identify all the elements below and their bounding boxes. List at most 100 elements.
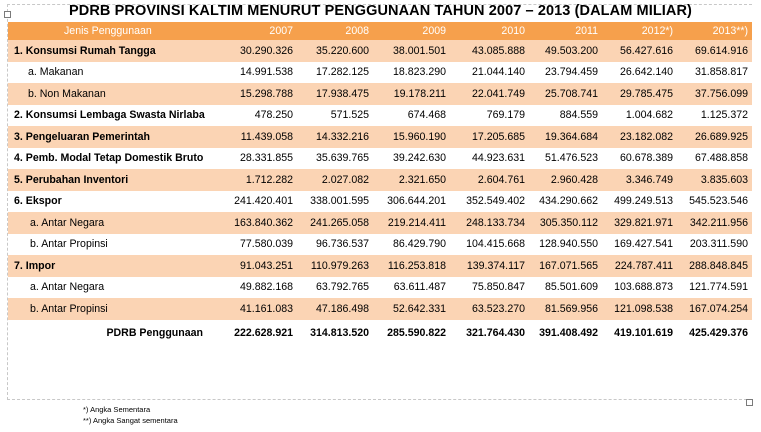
- table-cell: 163.840.362: [219, 212, 297, 234]
- table-cell: 545.523.546: [677, 190, 752, 212]
- table-cell: 51.476.523: [529, 147, 602, 169]
- row-label: a. Antar Negara: [8, 276, 219, 298]
- resize-handle[interactable]: [4, 11, 11, 18]
- table-cell: 21.044.140: [450, 61, 529, 83]
- table-row: b. Non Makanan 15.298.788 17.938.475 19.178…: [8, 83, 752, 105]
- row-label: 7. Impor: [8, 255, 219, 277]
- table-cell: 17.205.685: [450, 126, 529, 148]
- table-cell: 29.785.475: [602, 83, 677, 105]
- table-row: 3. Pengeluaran Pemerintah 11.439.058 14.33…: [8, 126, 752, 148]
- table-cell: 38.001.501: [373, 40, 450, 62]
- table-cell: 2.604.761: [450, 169, 529, 191]
- column-header: 2012*): [602, 22, 677, 40]
- table-cell: 49.882.168: [219, 276, 297, 298]
- table-cell: 2.960.428: [529, 169, 602, 191]
- table-cell: 44.923.631: [450, 147, 529, 169]
- footnote: **) Angka Sangat sementara: [83, 416, 178, 425]
- table-cell: 91.043.251: [219, 255, 297, 277]
- table-cell: 2.321.650: [373, 169, 450, 191]
- table-cell: 169.427.541: [602, 233, 677, 255]
- row-label: b. Non Makanan: [8, 83, 219, 105]
- table-cell: 104.415.668: [450, 233, 529, 255]
- row-label: 5. Perubahan Inventori: [8, 169, 219, 191]
- column-header: 2011: [529, 22, 602, 40]
- table-cell: 75.850.847: [450, 276, 529, 298]
- table-cell: 17.938.475: [297, 83, 373, 105]
- table-row: a. Antar Negara 49.882.168 63.792.765 63.61…: [8, 276, 752, 298]
- table-cell: 674.468: [373, 104, 450, 126]
- table-cell: 352.549.402: [450, 190, 529, 212]
- table-cell: 121.098.538: [602, 298, 677, 320]
- table-cell: 434.290.662: [529, 190, 602, 212]
- total-cell: 314.813.520: [297, 319, 373, 347]
- table-cell: 1.004.682: [602, 104, 677, 126]
- table-cell: 139.374.117: [450, 255, 529, 277]
- table-cell: 167.074.254: [677, 298, 752, 320]
- table-cell: 1.125.372: [677, 104, 752, 126]
- table-cell: 18.823.290: [373, 61, 450, 83]
- table-cell: 11.439.058: [219, 126, 297, 148]
- table-cell: 47.186.498: [297, 298, 373, 320]
- table-cell: 35.639.765: [297, 147, 373, 169]
- table-cell: 52.642.331: [373, 298, 450, 320]
- resize-handle[interactable]: [746, 399, 753, 406]
- row-label: 2. Konsumsi Lembaga Swasta Nirlaba: [8, 104, 219, 126]
- row-label: a. Antar Negara: [8, 212, 219, 234]
- table-row: 4. Pemb. Modal Tetap Domestik Bruto 28.33…: [8, 147, 752, 169]
- column-header: 2007: [219, 22, 297, 40]
- table-cell: 128.940.550: [529, 233, 602, 255]
- row-label: b. Antar Propinsi: [8, 298, 219, 320]
- table-cell: 19.178.211: [373, 83, 450, 105]
- table-cell: 342.211.956: [677, 212, 752, 234]
- table-cell: 43.085.888: [450, 40, 529, 62]
- table-cell: 110.979.263: [297, 255, 373, 277]
- column-header: 2009: [373, 22, 450, 40]
- table-cell: 103.688.873: [602, 276, 677, 298]
- table-cell: 121.774.591: [677, 276, 752, 298]
- table-header-row: Jenis Penggunaan 2007 2008 2009 2010 201…: [8, 22, 752, 40]
- total-cell: 321.764.430: [450, 319, 529, 347]
- table-cell: 69.614.916: [677, 40, 752, 62]
- table-row: 1. Konsumsi Rumah Tangga 30.290.326 35.220…: [8, 40, 752, 62]
- table-cell: 63.523.270: [450, 298, 529, 320]
- table-cell: 22.041.749: [450, 83, 529, 105]
- table-cell: 224.787.411: [602, 255, 677, 277]
- column-header: 2013**): [677, 22, 752, 40]
- table-row: a. Makanan 14.991.538 17.282.125 18.823.290…: [8, 61, 752, 83]
- total-cell: 425.429.376: [677, 319, 752, 347]
- table-row: 5. Perubahan Inventori 1.712.282 2.027.082…: [8, 169, 752, 191]
- total-cell: 222.628.921: [219, 319, 297, 347]
- table-cell: 63.611.487: [373, 276, 450, 298]
- table-cell: 338.001.595: [297, 190, 373, 212]
- table-cell: 2.027.082: [297, 169, 373, 191]
- pdrb-table: Jenis Penggunaan 2007 2008 2009 2010 201…: [8, 22, 752, 347]
- row-label: 1. Konsumsi Rumah Tangga: [8, 40, 219, 62]
- table-cell: 15.960.190: [373, 126, 450, 148]
- table-cell: 30.290.326: [219, 40, 297, 62]
- row-label: 6. Ekspor: [8, 190, 219, 212]
- table-cell: 96.736.537: [297, 233, 373, 255]
- total-row: PDRB Penggunaan 222.628.921 314.813.520 285…: [8, 319, 752, 347]
- table-cell: 1.712.282: [219, 169, 297, 191]
- table-cell: 35.220.600: [297, 40, 373, 62]
- row-label: b. Antar Propinsi: [8, 233, 219, 255]
- table-cell: 884.559: [529, 104, 602, 126]
- table-cell: 23.182.082: [602, 126, 677, 148]
- column-header: 2008: [297, 22, 373, 40]
- table-cell: 248.133.734: [450, 212, 529, 234]
- table-cell: 28.331.855: [219, 147, 297, 169]
- table-row: b. Antar Propinsi 77.580.039 96.736.537 86.…: [8, 233, 752, 255]
- table-row: 6. Ekspor 241.420.401 338.001.595 306.644.2…: [8, 190, 752, 212]
- table-row: b. Antar Propinsi 41.161.083 47.186.498 52.…: [8, 298, 752, 320]
- total-cell: 419.101.619: [602, 319, 677, 347]
- table-cell: 63.792.765: [297, 276, 373, 298]
- table-cell: 305.350.112: [529, 212, 602, 234]
- row-label: 4. Pemb. Modal Tetap Domestik Bruto: [8, 147, 219, 169]
- total-label: PDRB Penggunaan: [8, 319, 219, 347]
- table-cell: 17.282.125: [297, 61, 373, 83]
- total-cell: 285.590.822: [373, 319, 450, 347]
- table-cell: 116.253.818: [373, 255, 450, 277]
- table-cell: 571.525: [297, 104, 373, 126]
- table-frame: [7, 4, 752, 400]
- table-cell: 241.420.401: [219, 190, 297, 212]
